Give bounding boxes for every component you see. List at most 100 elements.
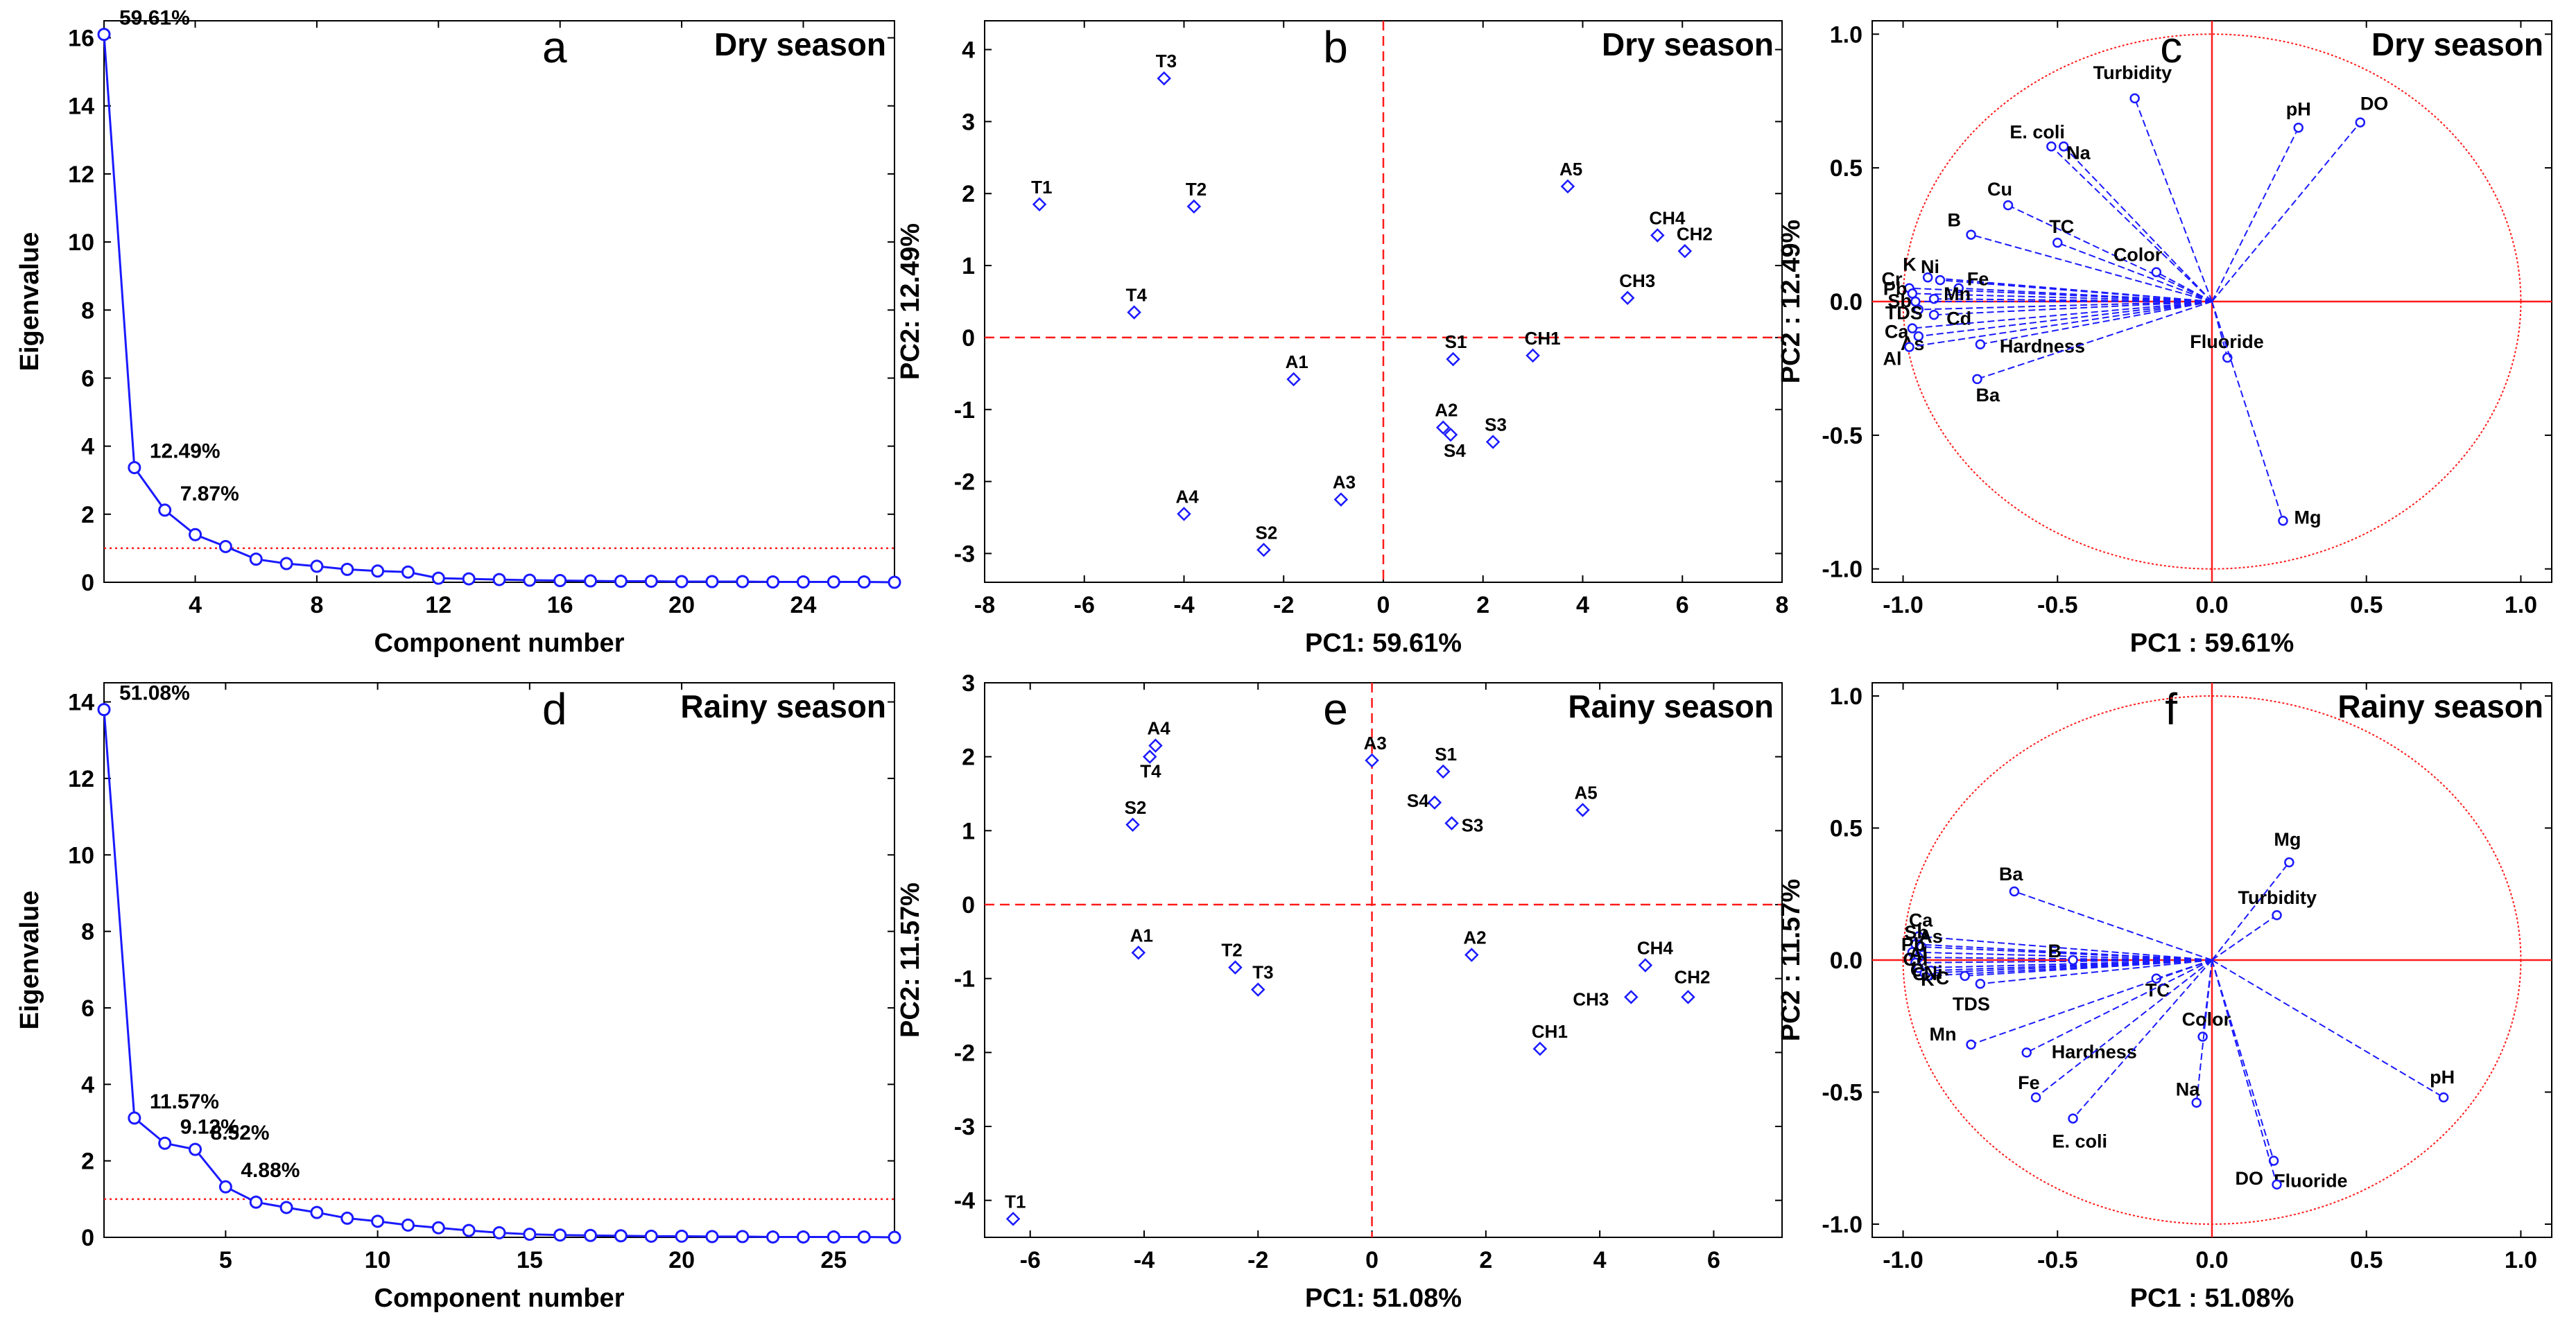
loading-label: Hardness — [2000, 336, 2085, 357]
loading-point — [2151, 267, 2162, 277]
loading-point — [2438, 1092, 2449, 1103]
loading-vector — [2072, 959, 2213, 1119]
loading-label: K — [1903, 254, 1917, 275]
loading-vector — [1980, 959, 2213, 985]
loading-label: C — [1936, 968, 1950, 988]
y-tick-label: 8 — [81, 297, 94, 324]
scree-point — [158, 503, 172, 517]
variance-label: 7.87% — [180, 482, 239, 505]
score-point — [1446, 351, 1460, 367]
score-label: CH2 — [1677, 223, 1713, 244]
loading-point — [2284, 857, 2294, 868]
loading-label: Pb — [1883, 278, 1908, 299]
y-tick-label: 0 — [81, 570, 94, 596]
loading-vector — [2026, 959, 2213, 1054]
loading-vector — [1939, 279, 2213, 302]
scree-point — [97, 703, 111, 717]
x-tick-label: 10 — [365, 1247, 391, 1273]
loading-vector — [1915, 959, 2213, 964]
variance-label: 8.52% — [211, 1122, 270, 1144]
score-label: S2 — [1256, 522, 1278, 543]
season-title: Dry season — [2371, 26, 2543, 62]
x-tick-label: 15 — [517, 1247, 543, 1273]
loading-point — [2030, 1092, 2041, 1103]
score-label: T4 — [1126, 285, 1148, 306]
y-axis-label: PC2 : 12.49% — [1777, 220, 1806, 384]
scree-point — [766, 1230, 780, 1244]
scree-point — [401, 1218, 415, 1232]
scree-point — [644, 575, 658, 589]
loading-label: Ni — [1924, 962, 1943, 983]
season-title: Dry season — [1602, 26, 1774, 62]
y-tick-label: 4 — [962, 37, 975, 64]
loading-point — [2003, 200, 2014, 211]
scree-point — [158, 1136, 172, 1150]
score-label: CH3 — [1619, 270, 1655, 291]
x-axis-label: Component number — [374, 1284, 625, 1313]
loading-vector — [1918, 957, 2213, 961]
x-tick-label: 25 — [820, 1247, 847, 1273]
scree-point — [189, 528, 202, 541]
loading-point — [2068, 1113, 2078, 1124]
loading-point — [2191, 1097, 2202, 1108]
x-tick-label: 4 — [189, 592, 202, 618]
season-title: Rainy season — [680, 688, 886, 724]
scree-point — [218, 1180, 232, 1194]
score-label: CH4 — [1649, 207, 1686, 228]
scree-point — [553, 574, 567, 588]
loading-vector — [1971, 959, 2213, 1045]
y-tick-label: -1 — [954, 966, 975, 993]
scree-point — [553, 1228, 567, 1242]
x-tick-label: 20 — [668, 1247, 695, 1273]
x-tick-label: -4 — [1173, 592, 1194, 618]
loading-vector — [2050, 146, 2213, 302]
x-tick-label: 0 — [1377, 592, 1390, 618]
loading-point — [1917, 941, 1927, 952]
loading-label: DO — [2360, 94, 2389, 114]
plot-frame — [103, 682, 895, 1238]
scree-point — [827, 1230, 840, 1244]
variance-label: 11.57% — [150, 1090, 219, 1113]
loading-label: As — [1919, 926, 1943, 947]
score-label: A2 — [1435, 400, 1458, 421]
scree-point — [340, 1211, 354, 1225]
loading-point — [2293, 123, 2303, 133]
y-tick-label: 0.5 — [1830, 155, 1862, 182]
score-point — [1228, 960, 1243, 975]
loading-label: Pb — [1901, 934, 1926, 955]
score-point — [1444, 816, 1459, 830]
y-tick-label: -4 — [954, 1188, 975, 1214]
loading-label: DO — [2236, 1168, 2264, 1189]
score-label: CH3 — [1573, 988, 1609, 1009]
x-axis-label: PC1: 51.08% — [1305, 1284, 1462, 1313]
scree-point — [371, 564, 385, 578]
scree-point — [431, 1221, 445, 1235]
score-point — [1365, 753, 1379, 768]
scree-point — [97, 28, 111, 42]
score-label: S1 — [1435, 744, 1457, 765]
loading-vector — [2014, 891, 2213, 961]
panel-b: -8 -6 -4 -2 0 2 4 6 8 -3 -2 -1 0 1 2 3 4 PC1: 59.61% PC2: … — [896, 20, 1788, 658]
loading-point — [1907, 947, 1918, 957]
y-tick-label: -2 — [954, 469, 975, 496]
loading-point — [1972, 374, 1982, 385]
loading-point — [2355, 117, 2366, 128]
scree-point — [462, 572, 476, 586]
y-tick-label: 1 — [962, 818, 975, 844]
y-tick-label: 1.0 — [1830, 21, 1862, 48]
y-tick-label: 0 — [962, 325, 975, 351]
score-point — [1256, 543, 1271, 557]
score-label: A3 — [1333, 472, 1356, 493]
scree-point — [857, 575, 871, 589]
y-tick-label: -0.5 — [1822, 1079, 1862, 1106]
score-label: A3 — [1364, 733, 1387, 753]
y-tick-label: 6 — [81, 995, 94, 1022]
y-axis-label: Eigenvalue — [15, 891, 44, 1030]
loading-vector — [2035, 959, 2213, 1098]
x-tick-label: 0.5 — [2350, 592, 2383, 618]
panel-e: -6 -4 -2 0 2 4 6 -4 -3 -2 -1 0 1 2 3 PC1: 51.08% PC2: 11… — [896, 670, 1783, 1313]
x-tick-label: -0.5 — [2037, 592, 2078, 618]
panel-letter: f — [2165, 684, 2177, 734]
scree-point — [888, 1230, 901, 1244]
loading-vector — [2211, 121, 2361, 302]
